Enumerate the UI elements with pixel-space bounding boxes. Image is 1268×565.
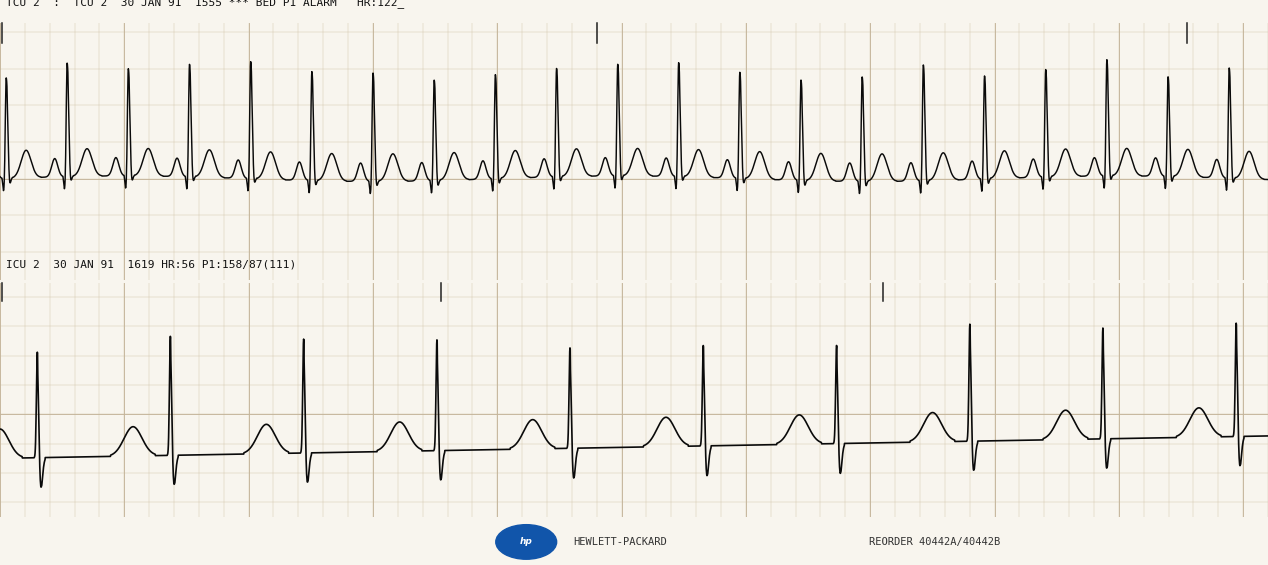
Text: REORDER 40442A/40442B: REORDER 40442A/40442B: [869, 537, 1000, 547]
Ellipse shape: [496, 525, 557, 559]
Text: hp: hp: [520, 537, 533, 546]
Text: TCU 2  :  TCU 2  30 JAN 91  1555 *** BED P1 ALARM   HR:122_: TCU 2 : TCU 2 30 JAN 91 1555 *** BED P1 …: [6, 0, 404, 8]
Text: HEWLETT-PACKARD: HEWLETT-PACKARD: [573, 537, 667, 547]
Text: ICU 2  30 JAN 91  1619 HR:56 P1:158/87(111): ICU 2 30 JAN 91 1619 HR:56 P1:158/87(111…: [6, 259, 297, 270]
